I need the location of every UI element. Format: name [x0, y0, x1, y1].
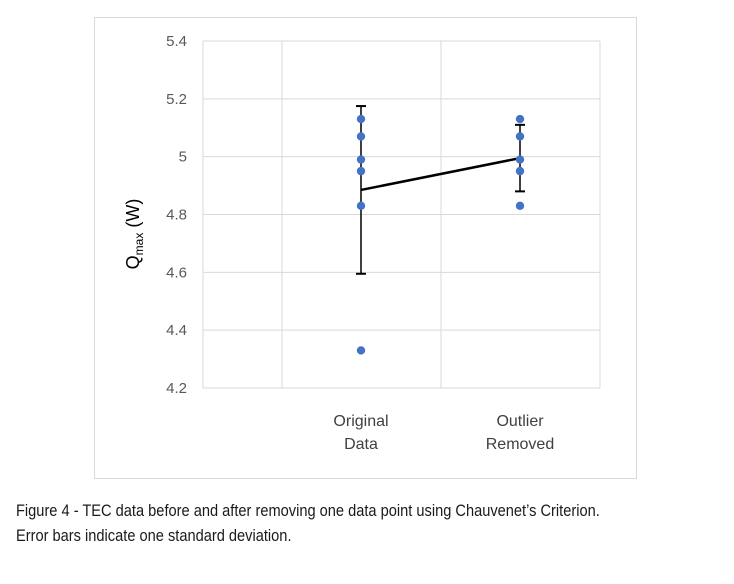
- y-tick-label: 5.4: [166, 33, 187, 50]
- data-point: [356, 155, 366, 164]
- y-tick-label: 4.8: [166, 207, 187, 224]
- figure-caption: Figure 4 - TEC data before and after rem…: [16, 498, 628, 548]
- y-tick-label: 4.6: [166, 264, 187, 281]
- data-point: [356, 114, 366, 124]
- data-point: [515, 132, 525, 141]
- mean-line-segment: [360, 156, 521, 192]
- chart-svg: 4.2 4.4 4.6 4.8 5 5.2 5.4 Original Data Outlier R…: [123, 33, 601, 453]
- x-category-label: Data: [344, 436, 378, 453]
- data-point: [356, 132, 366, 141]
- x-category-label: Original: [333, 413, 388, 430]
- chart-area: 4.2 4.4 4.6 4.8 5 5.2 5.4 Original Data Outlier R…: [94, 17, 637, 479]
- data-point: [515, 166, 525, 176]
- mean-line: [360, 156, 521, 192]
- data-point: [356, 166, 366, 176]
- data-points: [356, 114, 525, 355]
- y-tick-label: 5: [179, 149, 187, 166]
- y-axis-label-main: Q: [123, 255, 143, 269]
- data-point: [515, 155, 525, 164]
- y-axis-label-subscript: max: [132, 233, 146, 256]
- x-category-label: Outlier: [496, 413, 544, 430]
- data-point: [356, 346, 366, 355]
- gridlines: [202, 40, 601, 389]
- caption-line-1: Figure 4 - TEC data before and after rem…: [16, 501, 600, 520]
- y-tick-label: 4.2: [166, 380, 187, 397]
- data-point: [356, 201, 366, 211]
- data-point: [515, 201, 525, 211]
- y-tick-labels: 4.2 4.4 4.6 4.8 5 5.2 5.4: [166, 33, 187, 397]
- y-tick-label: 4.4: [166, 322, 187, 339]
- x-category-label: Removed: [486, 436, 554, 453]
- data-point: [515, 114, 525, 124]
- x-category-labels: Original Data Outlier Removed: [333, 413, 554, 453]
- y-tick-label: 5.2: [166, 91, 187, 108]
- y-axis-label: Qmax (W): [123, 199, 146, 270]
- y-axis-label-unit: (W): [123, 199, 143, 233]
- caption-line-2: Error bars indicate one standard deviati…: [16, 526, 292, 545]
